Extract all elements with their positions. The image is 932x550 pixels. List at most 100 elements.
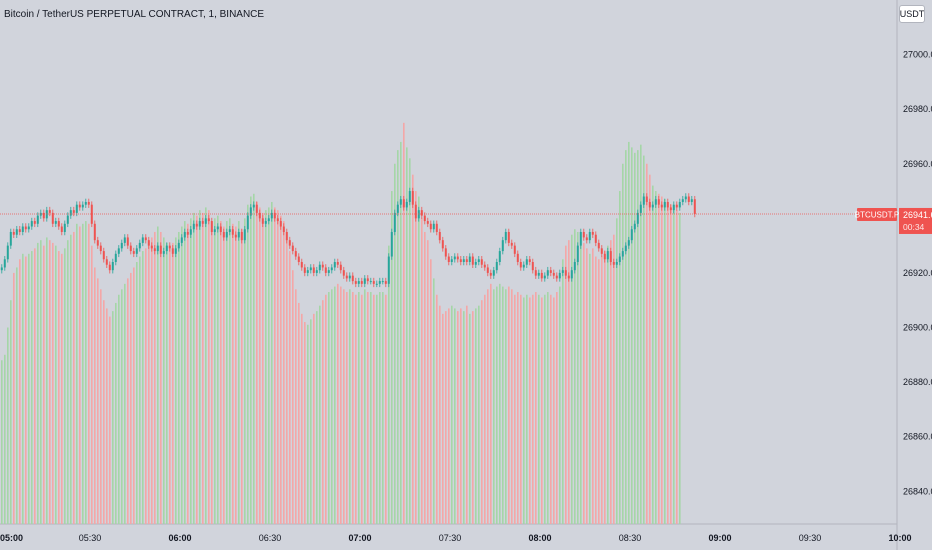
volume-bar <box>601 256 603 524</box>
volume-bar <box>397 150 399 524</box>
candle-body <box>132 251 135 254</box>
volume-bar <box>622 163 624 524</box>
volume-bar <box>202 212 204 524</box>
candle-body <box>375 283 378 285</box>
volume-bar <box>574 229 576 524</box>
candle-body <box>624 245 627 252</box>
candle-body <box>324 267 327 273</box>
volume-bar <box>364 289 366 524</box>
volume-bar <box>31 251 33 525</box>
candle-body <box>462 259 465 262</box>
volume-bar <box>457 311 459 524</box>
candle-body <box>366 278 369 282</box>
volume-bar <box>130 272 132 524</box>
volume-bar <box>88 223 90 524</box>
volume-bar <box>550 294 552 524</box>
volume-bar <box>652 185 654 525</box>
volume-bar <box>598 259 600 524</box>
candle-body <box>282 226 285 232</box>
volume-bar <box>571 234 573 525</box>
candle-body <box>567 275 570 279</box>
candle-body <box>678 201 681 208</box>
candle-body <box>321 264 324 268</box>
time-tick-label: 05:00 <box>0 533 23 543</box>
candle-body <box>213 229 216 232</box>
volume-bar <box>13 272 15 524</box>
candle-body <box>405 201 408 208</box>
candle-body <box>27 226 30 230</box>
volume-bar <box>499 283 501 524</box>
price-axis-panel[interactable] <box>897 0 932 550</box>
price-tick-label: 26900.0 <box>903 323 932 333</box>
candle-body <box>249 207 252 216</box>
candle-body <box>543 275 546 279</box>
volume-bar <box>496 286 498 524</box>
candle-body <box>687 196 690 202</box>
candle-body <box>225 231 228 238</box>
candle-body <box>675 204 678 208</box>
candle-body <box>60 226 63 232</box>
volume-bar <box>562 259 564 524</box>
volume-bar <box>175 237 177 524</box>
volume-bar <box>580 237 582 524</box>
candle-body <box>156 245 159 252</box>
volume-bar <box>199 210 201 525</box>
time-tick-label: 09:30 <box>799 533 822 543</box>
candle-body <box>126 237 129 246</box>
candle-body <box>117 248 120 254</box>
volume-bar <box>388 245 390 524</box>
volume-bar <box>655 191 657 524</box>
candle-body <box>363 278 366 284</box>
volume-bar <box>604 251 606 525</box>
candle-body <box>456 256 459 260</box>
volume-bar <box>142 251 144 525</box>
time-tick-label: 07:30 <box>439 533 462 543</box>
volume-bar <box>505 289 507 524</box>
candle-body <box>612 262 615 265</box>
candle-body <box>288 240 291 246</box>
candle-body <box>330 267 333 271</box>
currency-button[interactable]: USDT <box>899 5 925 23</box>
candle-body <box>621 251 624 257</box>
svg-text:26941.6: 26941.6 <box>903 210 932 220</box>
candle-body <box>603 253 606 260</box>
volume-bar <box>28 253 30 524</box>
candle-body <box>609 251 612 262</box>
candle-body <box>78 204 81 208</box>
volume-bar <box>535 292 537 524</box>
candle-body <box>480 259 483 265</box>
candle-body <box>507 231 510 243</box>
volume-bar <box>358 292 360 524</box>
volume-bar <box>667 201 669 525</box>
volume-bar <box>349 289 351 524</box>
candle-body <box>252 204 255 208</box>
volume-bar <box>445 311 447 524</box>
candle-body <box>693 199 696 214</box>
candle-body <box>243 229 246 241</box>
volume-bar <box>403 122 405 524</box>
volume-bar <box>502 286 504 524</box>
candle-body <box>654 199 657 205</box>
price-tick-label: 26860.0 <box>903 432 932 442</box>
candle-body <box>96 240 99 246</box>
candle-body <box>0 267 3 271</box>
candle-body <box>600 248 603 254</box>
candle-body <box>438 231 441 241</box>
volume-bar <box>322 300 324 524</box>
volume-bar <box>178 231 180 524</box>
volume-bar <box>583 242 585 525</box>
price-tick-label: 26980.0 <box>903 104 932 114</box>
volume-bar <box>328 292 330 524</box>
candle-body <box>648 201 651 208</box>
volume-bar <box>52 242 54 525</box>
candle-body <box>672 204 675 211</box>
candle-body <box>516 253 519 262</box>
volume-bar <box>259 207 261 524</box>
volume-bar <box>94 267 96 524</box>
candle-body <box>84 201 87 205</box>
candle-body <box>234 234 237 238</box>
volume-bar <box>145 248 147 524</box>
volume-bar <box>439 305 441 524</box>
volume-bar <box>25 256 27 524</box>
